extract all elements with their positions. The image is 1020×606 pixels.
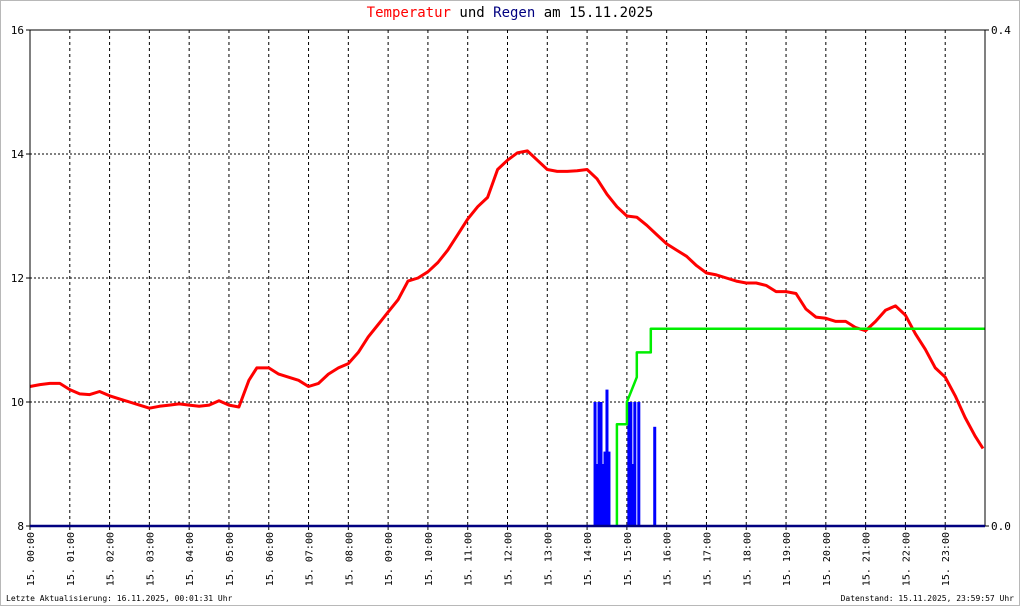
x-tick-label: 15. 00:00 <box>26 532 37 586</box>
x-tick-labels: 15. 00:00 15. 01:00 15. 02:00 15. 03:00 15. … <box>26 532 952 586</box>
x-tick-label: 15. 09:00 <box>384 532 395 586</box>
rain-rate-bar <box>633 402 637 526</box>
y-tick-labels: 8 10 12 14 16 0.0 0.4 <box>11 24 1011 533</box>
x-tick-label: 15. 12:00 <box>504 532 515 586</box>
axes <box>26 29 989 530</box>
x-tick-label: 15. 07:00 <box>305 532 316 586</box>
rain-rate-bars <box>593 389 657 526</box>
y-left-tick-label: 8 <box>17 520 24 533</box>
x-tick-label: 15. 08:00 <box>344 532 355 586</box>
x-tick-label: 15. 19:00 <box>782 532 793 586</box>
rain-rate-bar <box>605 389 609 526</box>
y-right-tick-label: 0.0 <box>991 520 1011 533</box>
x-tick-label: 15. 15:00 <box>623 532 634 586</box>
x-tick-label: 15. 06:00 <box>265 532 276 586</box>
title-regen: Regen <box>493 5 536 21</box>
rain-rate-bar <box>603 451 607 526</box>
x-tick-label: 15. 20:00 <box>822 532 833 586</box>
rain-rate-bar <box>599 402 603 526</box>
rain-rate-bar <box>637 402 641 526</box>
y-right-tick-label: 0.4 <box>991 24 1011 37</box>
title-und: und <box>459 5 485 21</box>
x-tick-label: 15. 13:00 <box>543 532 554 586</box>
x-tick-label: 15. 23:00 <box>941 532 952 586</box>
title-date: am 15.11.2025 <box>543 5 654 21</box>
last-update-text: Letzte Aktualisierung: 16.11.2025, 00:01… <box>6 594 233 603</box>
series-lines <box>29 149 985 526</box>
y-left-tick-label: 10 <box>11 396 24 409</box>
grid-lines <box>30 30 985 526</box>
x-tick-label: 15. 16:00 <box>663 532 674 586</box>
x-tick-label: 15. 14:00 <box>583 532 594 586</box>
rain_sum-line <box>615 327 985 526</box>
x-tick-label: 15. 11:00 <box>464 532 475 586</box>
temperature-line <box>29 149 985 450</box>
y-left-tick-label: 12 <box>11 272 24 285</box>
x-tick-label: 15. 22:00 <box>901 532 912 586</box>
rain-rate-bar <box>653 426 657 526</box>
x-tick-label: 15. 21:00 <box>862 532 873 586</box>
y-left-tick-label: 14 <box>11 148 25 161</box>
x-tick-label: 15. 03:00 <box>145 532 156 586</box>
rain-rate-bar <box>627 402 631 526</box>
x-tick-label: 15. 18:00 <box>742 532 753 586</box>
x-tick-label: 15. 17:00 <box>702 532 713 586</box>
rain-rate-bar <box>601 464 605 526</box>
chart-title: Temperatur und Regen am 15.11.2025 <box>0 5 1020 21</box>
rain-rate-bar <box>629 402 633 526</box>
x-tick-label: 15. 01:00 <box>66 532 77 586</box>
data-status-text: Datenstand: 15.11.2025, 23:59:57 Uhr <box>840 594 1014 603</box>
x-tick-label: 15. 02:00 <box>106 532 117 586</box>
rain-rate-bar <box>631 464 635 526</box>
rain-rate-bar <box>593 402 597 526</box>
x-tick-label: 15. 05:00 <box>225 532 236 586</box>
x-tick-label: 15. 10:00 <box>424 532 435 586</box>
x-tick-label: 15. 04:00 <box>185 532 196 586</box>
rain-rate-bar <box>595 464 599 526</box>
rain-rate-bar <box>607 451 611 526</box>
y-left-tick-label: 16 <box>11 24 24 37</box>
rain-rate-bar <box>597 402 601 526</box>
title-temperature: Temperatur <box>366 5 451 21</box>
